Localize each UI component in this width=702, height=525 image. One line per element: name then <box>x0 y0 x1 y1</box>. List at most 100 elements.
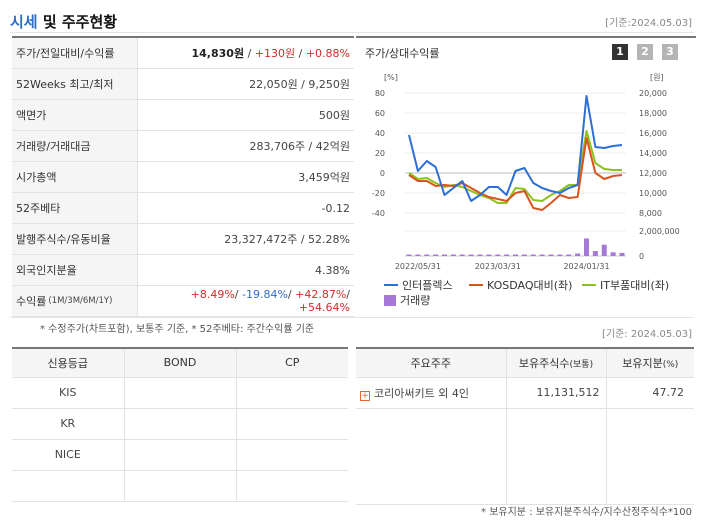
series-lines <box>408 95 623 211</box>
credit-header-cp: CP <box>235 349 348 378</box>
volume-bar <box>575 253 581 256</box>
holder-shares: 11,131,512 <box>505 377 606 409</box>
stats-row-par: 액면가 500원 <box>12 100 354 131</box>
title-highlight: 시세 <box>10 13 38 31</box>
volume-bars <box>406 238 625 256</box>
returns-value: +8.49%/ -19.84%/ +42.87%/ +54.64% <box>138 288 354 314</box>
holder-name: 코리아써키트 외 4인 <box>374 386 469 400</box>
major-holders-table: 주요주주 보유주식수(보통) 보유지분(%) + 코리아써키트 외 4인 11,1… <box>356 347 694 505</box>
chart-page-1-button[interactable]: 1 <box>612 44 628 60</box>
holders-header-pct: 보유지분(%) <box>605 349 694 378</box>
reference-date: [기준:2024.05.03] <box>605 18 692 29</box>
volume-bar <box>548 254 554 256</box>
volume-value: 283,706주 / 42억원 <box>249 140 350 153</box>
table-row: NICE <box>12 439 348 471</box>
chart-title: 주가/상대수익률 <box>365 47 440 60</box>
shares-label: 발행주식수/유동비율 <box>12 224 138 254</box>
expand-plus-icon[interactable]: + <box>360 390 370 401</box>
par-label: 액면가 <box>12 100 138 130</box>
chart-panel <box>356 36 696 310</box>
volume-tick-label: 0 <box>639 252 644 261</box>
legend-label: KOSDAQ대비(좌) <box>487 279 573 292</box>
legend-item-volume: 거래량 <box>384 292 430 308</box>
credit-cp <box>235 408 348 440</box>
axis-labels: 80 60 40 20 0 -20 -40 20,000 18,000 16,000 14,000 1… <box>372 73 680 271</box>
holders-reference-date: [기준: 2024.05.03] <box>601 329 692 340</box>
right-tick-label: 8,000 <box>639 209 662 218</box>
legend-label: 거래량 <box>400 294 431 307</box>
left-tick-label: -20 <box>372 189 385 198</box>
table-row: KIS <box>12 377 348 409</box>
volume-bar <box>592 251 598 256</box>
current-price: 14,830원 <box>191 47 245 60</box>
volume-bar <box>495 254 501 256</box>
mcap-label: 시가총액 <box>12 162 138 192</box>
volume-bar <box>477 254 483 256</box>
volume-bar <box>450 254 456 256</box>
legend-swatch <box>384 284 398 286</box>
x-tick-label: 2022/05/31 <box>395 262 441 271</box>
holders-header-shares: 보유주식수(보통) <box>505 349 606 378</box>
chart-page-2-button[interactable]: 2 <box>637 44 653 60</box>
volume-bar <box>424 254 430 256</box>
right-tick-label: 18,000 <box>639 109 667 118</box>
weeks52-value: 22,050원 / 9,250원 <box>249 78 350 91</box>
left-tick-label: 60 <box>375 109 385 118</box>
header-text: 보유주식수 <box>518 356 570 370</box>
stats-row-52weeks: 52Weeks 최고/최저 22,050원 / 9,250원 <box>12 69 354 100</box>
credit-bond <box>123 408 236 440</box>
volume-bar <box>459 254 465 256</box>
volume-bar <box>513 254 518 256</box>
header-divider <box>10 32 694 33</box>
returns-sep: / <box>234 288 242 301</box>
table-row <box>356 408 694 505</box>
returns-sep: / <box>287 288 296 301</box>
volume-bar <box>584 238 589 256</box>
volume-bar <box>442 254 447 256</box>
legend-item-interflex: 인터플렉스 <box>384 277 453 293</box>
chart-page-3-button[interactable]: 3 <box>662 44 678 60</box>
volume-bar <box>566 254 572 256</box>
volume-tick-label: 2,000,000 <box>639 227 680 236</box>
legend-label: 인터플렉스 <box>402 279 453 292</box>
credit-header-bond: BOND <box>123 349 236 378</box>
credit-agency: NICE <box>12 439 124 471</box>
left-tick-label: 80 <box>375 89 385 98</box>
volume-bar <box>504 254 510 256</box>
holders-footnote: * 보유지분 : 보유지분주식수/지수산정주식수*100 <box>481 507 692 518</box>
stats-row-price: 주가/전일대비/수익률 14,830원 / +130원 / +0.88% <box>12 38 354 69</box>
left-tick-label: 40 <box>375 129 385 138</box>
right-tick-label: 14,000 <box>639 149 667 158</box>
stats-row-volume: 거래량/거래대금 283,706주 / 42억원 <box>12 131 354 162</box>
holders-header-name: 주요주주 <box>356 349 506 378</box>
right-tick-label: 10,000 <box>639 189 667 198</box>
holder-pct: 47.72 <box>605 377 694 409</box>
legend-item-kosdaq: KOSDAQ대비(좌) <box>469 277 572 293</box>
price-change-pct: +0.88% <box>305 47 350 60</box>
credit-bond <box>123 439 236 471</box>
volume-bar <box>468 254 474 256</box>
beta-value: -0.12 <box>321 201 350 215</box>
right-tick-label: 16,000 <box>639 129 667 138</box>
legend-swatch <box>582 284 596 286</box>
return-3m: -19.84% <box>241 288 288 301</box>
section-divider <box>10 317 694 318</box>
left-axis-unit: [%] <box>384 73 398 82</box>
returns-label-text: 수익률 <box>16 295 47 308</box>
volume-bar <box>486 254 492 256</box>
table-row: + 코리아써키트 외 4인 11,131,512 47.72 <box>356 377 694 409</box>
credit-bond <box>123 377 236 409</box>
holder-name-cell[interactable]: + 코리아써키트 외 4인 <box>356 377 506 409</box>
credit-header-rating: 신용등급 <box>12 349 124 378</box>
credit-agency: KIS <box>12 377 124 409</box>
volume-bar <box>433 254 439 256</box>
header-sub: (보통) <box>569 359 594 370</box>
left-tick-label: -40 <box>372 209 385 218</box>
volume-bar <box>521 254 527 256</box>
series-line <box>408 137 623 211</box>
legend-swatch <box>384 294 396 306</box>
volume-bar <box>557 254 563 256</box>
credit-rating-table: 신용등급 BOND CP KIS KR NICE <box>12 347 348 502</box>
page-title: 시세 및 주주현황 <box>10 11 117 32</box>
stats-row-returns: 수익률 (1M/3M/6M/1Y) +8.49%/ -19.84%/ +42.87… <box>12 286 354 317</box>
